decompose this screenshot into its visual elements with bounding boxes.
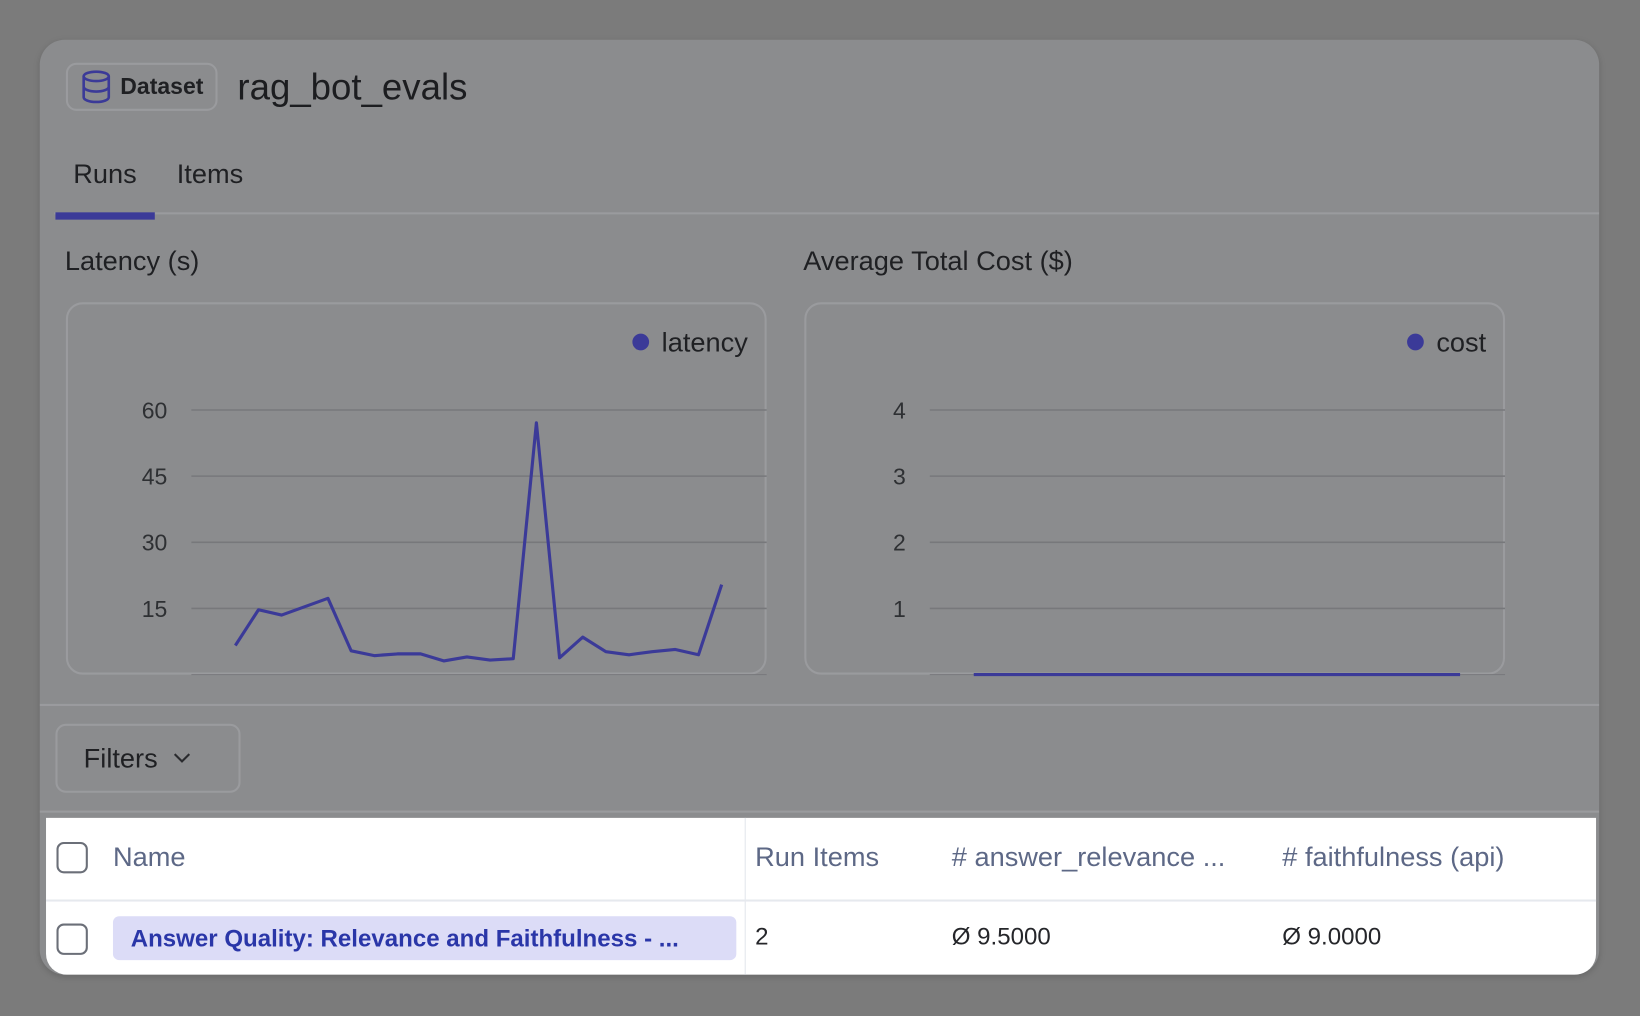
y-tick-label: 30 bbox=[142, 530, 168, 556]
row-checkbox[interactable] bbox=[56, 923, 88, 955]
dataset-page: Dataset rag_bot_evals Runs Items Latency… bbox=[39, 39, 1600, 975]
row-divider bbox=[46, 899, 1597, 902]
cost-chart: 1 2 3 4 cost bbox=[804, 302, 1506, 677]
answer-relevance-cell: Ø 9.5000 bbox=[951, 922, 1051, 950]
dataset-badge: Dataset bbox=[65, 62, 219, 111]
latency-chart: 15 30 45 60 latency bbox=[65, 302, 767, 676]
y-tick-label: 3 bbox=[893, 464, 906, 490]
y-tick-label: 15 bbox=[142, 596, 168, 622]
cost-chart-title: Average Total Cost ($) bbox=[803, 244, 1073, 277]
runs-table: Name Run Items # answer_relevance ... # … bbox=[46, 817, 1597, 975]
legend-marker bbox=[632, 333, 650, 351]
page-title: rag_bot_evals bbox=[237, 66, 468, 108]
divider bbox=[39, 703, 1600, 706]
y-tick-label: 2 bbox=[893, 530, 906, 556]
faithfulness-cell: Ø 9.0000 bbox=[1282, 922, 1382, 950]
latency-line bbox=[234, 421, 724, 663]
legend-label: latency bbox=[662, 326, 749, 357]
column-header-name[interactable]: Name bbox=[112, 840, 186, 873]
column-header-run-items[interactable]: Run Items bbox=[755, 840, 880, 873]
badge-label: Dataset bbox=[120, 73, 204, 100]
filters-button[interactable]: Filters bbox=[55, 723, 241, 793]
run-name-link[interactable]: Answer Quality: Relevance and Faithfulne… bbox=[112, 916, 737, 961]
y-tick-label: 45 bbox=[142, 464, 168, 490]
column-header-answer-relevance[interactable]: # answer_relevance ... bbox=[951, 840, 1226, 873]
latency-chart-title: Latency (s) bbox=[64, 244, 200, 277]
chevron-down-icon bbox=[173, 753, 190, 763]
select-all-checkbox[interactable] bbox=[56, 841, 88, 874]
run-items-cell: 2 bbox=[755, 922, 769, 950]
database-icon bbox=[82, 70, 111, 104]
tab-bar: Runs Items bbox=[54, 150, 1600, 220]
divider bbox=[39, 810, 1600, 813]
y-tick-label: 60 bbox=[142, 397, 168, 423]
column-header-faithfulness[interactable]: # faithfulness (api) bbox=[1282, 840, 1505, 873]
y-tick-label: 1 bbox=[893, 596, 906, 622]
tab-runs[interactable]: Runs bbox=[55, 157, 155, 220]
legend-label: cost bbox=[1436, 326, 1486, 357]
legend-marker bbox=[1407, 333, 1424, 351]
y-tick-label: 4 bbox=[893, 397, 906, 423]
tab-items[interactable]: Items bbox=[176, 157, 244, 190]
column-divider bbox=[744, 817, 746, 975]
filters-label: Filters bbox=[83, 742, 158, 774]
